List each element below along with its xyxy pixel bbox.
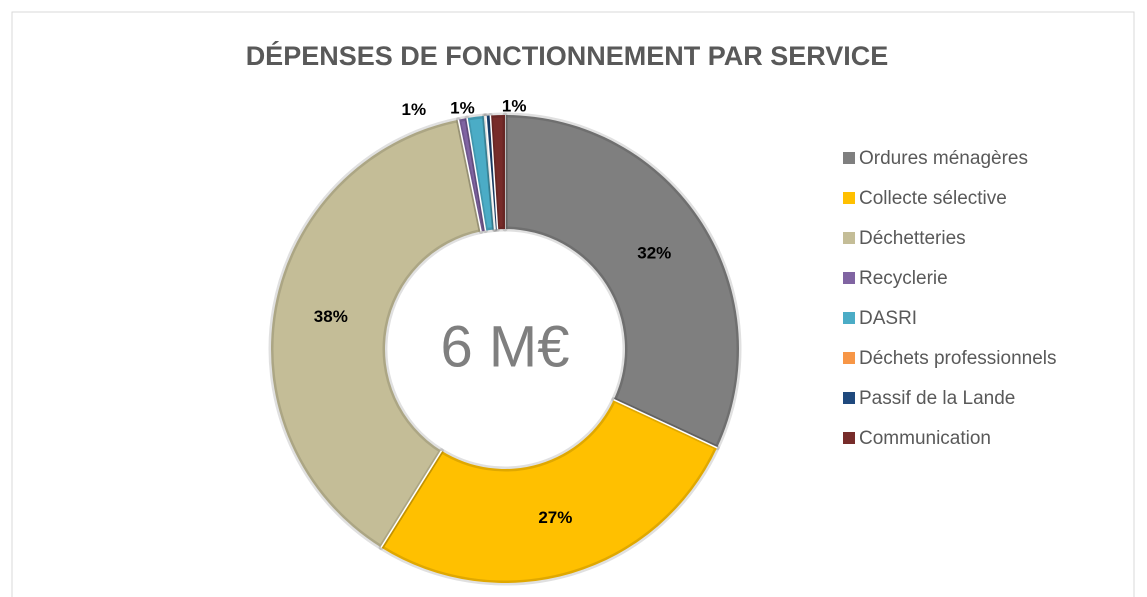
chart-title: DÉPENSES DE FONCTIONNEMENT PAR SERVICE <box>246 40 889 71</box>
slice-gap <box>457 119 482 232</box>
legend-label: Communication <box>859 428 991 449</box>
slice-gap <box>466 117 487 231</box>
legend-label: Déchets professionnels <box>859 348 1057 369</box>
legend-swatch <box>843 272 855 284</box>
donut-slice <box>502 112 742 451</box>
donut-slice <box>487 112 508 232</box>
legend-swatch <box>843 232 855 244</box>
donut-slice <box>378 397 720 586</box>
legend-swatch <box>843 152 855 164</box>
slice-gap <box>380 450 443 548</box>
legend-swatch <box>843 192 855 204</box>
legend-label: Passif de la Lande <box>859 388 1015 409</box>
legend-swatch <box>843 352 855 364</box>
slice-gap <box>489 115 499 230</box>
legend-label: Collecte sélective <box>859 188 1007 209</box>
slice-gap <box>485 115 496 230</box>
legend-swatch <box>843 312 855 324</box>
data-label: 32% <box>637 243 671 262</box>
data-label: 38% <box>314 307 348 326</box>
donut-slice <box>268 117 484 550</box>
data-label: 27% <box>538 508 572 527</box>
slice-gap <box>613 398 718 449</box>
legend-swatch <box>843 392 855 404</box>
center-label: 6 M€ <box>441 314 570 379</box>
legend-label: Ordures ménagères <box>859 148 1028 169</box>
legend-label: Recyclerie <box>859 268 948 289</box>
legend-swatch <box>843 432 855 444</box>
data-label: 1% <box>450 98 475 117</box>
data-label: 1% <box>402 100 427 119</box>
legend-label: Déchetteries <box>859 228 966 249</box>
legend-label: DASRI <box>859 308 917 329</box>
data-label: 1% <box>502 97 527 116</box>
slice-gap <box>483 115 496 230</box>
